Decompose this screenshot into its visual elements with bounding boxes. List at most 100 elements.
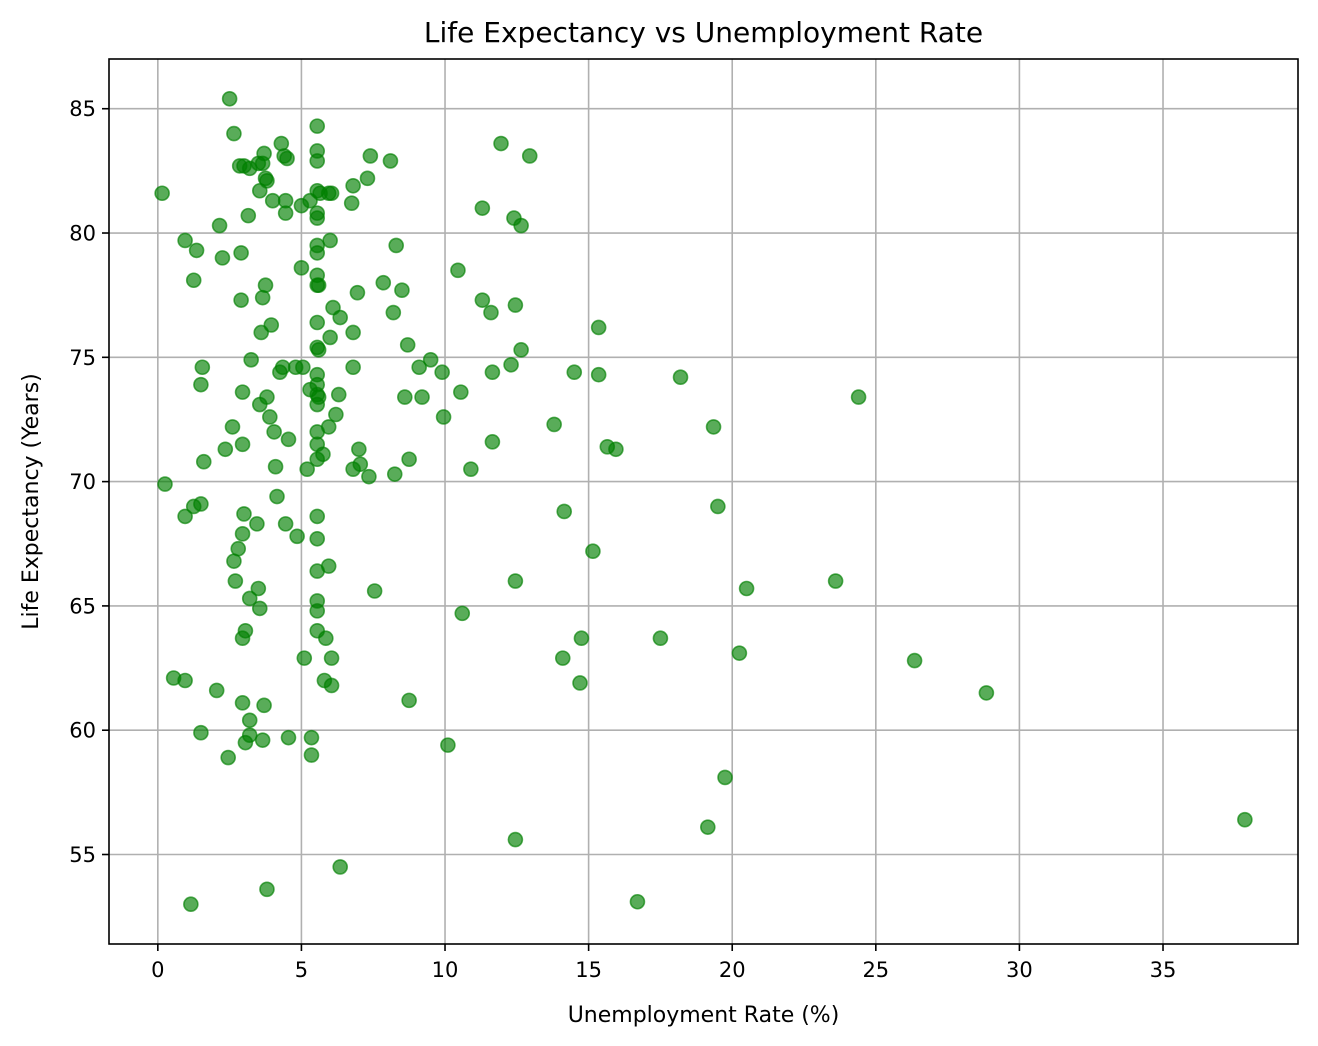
data-point	[366, 583, 383, 599]
data-point	[234, 526, 251, 542]
y-tick-label: 80	[69, 222, 96, 246]
data-point	[827, 573, 844, 589]
data-point	[906, 652, 923, 669]
data-point	[310, 342, 327, 358]
data-point	[323, 650, 340, 666]
data-point	[484, 434, 501, 450]
data-point	[309, 530, 326, 547]
data-point	[513, 342, 529, 358]
data-point	[503, 356, 519, 373]
data-point	[241, 712, 258, 729]
data-point	[251, 600, 268, 617]
data-point	[214, 250, 231, 266]
data-point	[310, 277, 327, 294]
data-point	[177, 508, 193, 525]
data-point	[359, 170, 376, 187]
data-point	[349, 284, 366, 301]
data-point	[220, 749, 236, 766]
data-point	[193, 724, 209, 741]
data-point	[237, 734, 254, 751]
data-point	[185, 272, 202, 289]
data-point	[554, 650, 571, 666]
data-point	[401, 692, 417, 709]
data-point	[507, 831, 524, 848]
x-tick-label: 10	[432, 958, 459, 982]
data-point	[309, 314, 326, 331]
data-point	[493, 135, 509, 152]
data-point	[236, 506, 252, 522]
data-point	[254, 289, 271, 306]
data-point	[259, 389, 275, 405]
data-point	[590, 319, 607, 336]
data-point	[385, 304, 402, 321]
data-point	[264, 192, 281, 209]
data-point	[386, 466, 403, 482]
data-point	[295, 359, 311, 376]
data-point	[323, 677, 340, 694]
data-point	[208, 682, 225, 699]
data-point	[309, 451, 326, 468]
data-point	[226, 553, 242, 569]
data-point	[332, 859, 348, 875]
data-point	[850, 389, 867, 405]
data-point	[397, 389, 413, 405]
data-point	[183, 896, 199, 913]
data-point	[269, 488, 285, 505]
data-point	[731, 645, 748, 661]
data-point	[224, 419, 241, 435]
data-point	[521, 148, 538, 164]
data-point	[422, 352, 439, 368]
data-point	[302, 192, 318, 209]
data-point	[672, 369, 689, 386]
data-point	[566, 364, 583, 381]
data-point	[318, 630, 334, 647]
plot-area-frame	[108, 58, 1299, 945]
data-point	[401, 451, 417, 468]
x-axis-label: Unemployment Rate (%)	[568, 1003, 840, 1028]
x-axis-ticks: 0 5 10 15 20 25 30 35	[151, 944, 1176, 982]
data-point	[309, 508, 326, 525]
data-point	[221, 90, 238, 107]
data-point	[556, 503, 573, 520]
data-point	[240, 207, 257, 224]
data-point	[375, 274, 392, 291]
data-point	[322, 329, 338, 346]
data-point	[399, 337, 416, 353]
data-point	[705, 419, 722, 435]
data-point	[296, 650, 313, 666]
data-point	[241, 590, 258, 607]
data-point	[234, 630, 251, 647]
data-point	[411, 359, 427, 376]
data-point	[463, 461, 479, 477]
data-point	[345, 461, 361, 477]
data-point	[279, 150, 295, 167]
data-point	[233, 245, 249, 261]
data-point	[345, 359, 361, 376]
data-point	[978, 685, 995, 701]
data-point	[272, 364, 288, 381]
data-point	[738, 580, 755, 597]
data-point	[388, 237, 404, 254]
data-point	[251, 182, 268, 199]
x-tick-label: 30	[1006, 958, 1033, 982]
data-point	[652, 630, 669, 647]
data-point	[293, 260, 310, 276]
data-point	[177, 232, 193, 249]
data-point	[328, 406, 344, 423]
data-point	[507, 573, 524, 589]
data-point	[435, 409, 452, 425]
y-tick-label: 75	[69, 346, 96, 370]
data-point	[226, 125, 242, 142]
data-point	[309, 153, 326, 169]
data-point	[303, 747, 320, 763]
data-point	[309, 245, 326, 261]
data-point	[254, 732, 271, 748]
data-point	[157, 476, 173, 492]
data-point	[629, 893, 646, 910]
data-point	[253, 324, 270, 341]
data-point	[507, 297, 524, 313]
data-point	[585, 543, 601, 560]
data-point	[394, 282, 410, 298]
